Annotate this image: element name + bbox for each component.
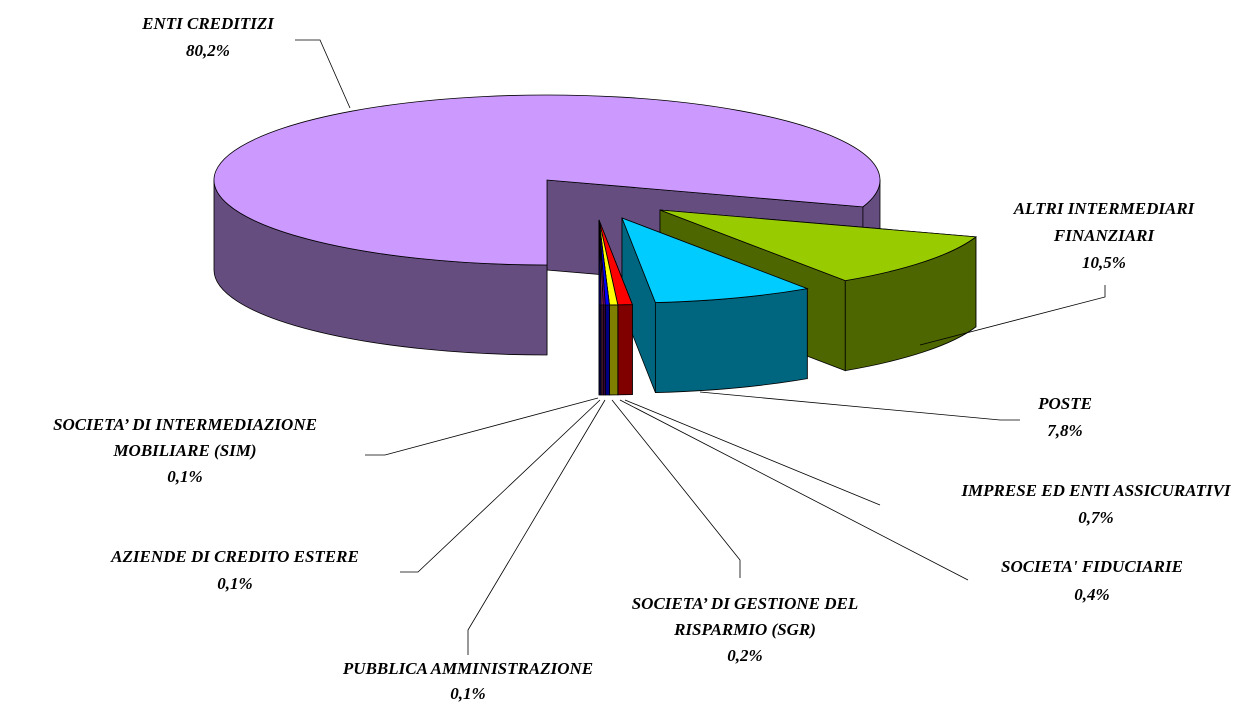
percent-label: 7,8% <box>1047 421 1082 440</box>
label-line: SOCIETA' FIDUCIARIE <box>1001 557 1183 576</box>
slice-label: IMPRESE ED ENTI ASSICURATIVI <box>960 481 1231 500</box>
slice-top <box>621 217 809 303</box>
leader-line <box>699 391 1020 421</box>
slice-wall <box>604 304 610 396</box>
slice-top <box>659 209 977 282</box>
label-line: ALTRI INTERMEDIARI <box>1013 199 1196 218</box>
slice-label: SOCIETA’ DI INTERMEDIAZIONE MOBILIARE (SI… <box>53 415 317 460</box>
percent-label: 0,1% <box>167 467 202 486</box>
slice-label: ENTI CREDITIZI <box>141 14 275 33</box>
label-line: SOCIETA’ DI GESTIONE DEL <box>632 594 859 613</box>
leader-line <box>400 399 601 573</box>
slice-label: PUBBLICA AMMINISTRAZIONE <box>342 659 593 678</box>
label-line: SOCIETA’ DI INTERMEDIAZIONE <box>53 415 317 434</box>
leader-line <box>619 399 969 581</box>
slice-top <box>598 219 602 306</box>
leader-line <box>295 39 351 109</box>
label-line: POSTE <box>1037 394 1092 413</box>
slice-label: SOCIETA' FIDUCIARIE <box>1001 557 1183 576</box>
label-line: IMPRESE ED ENTI ASSICURATIVI <box>960 481 1231 500</box>
label-line: FINANZIARI <box>1053 226 1156 245</box>
leader-line <box>611 399 741 578</box>
percent-label: 0,1% <box>450 684 485 703</box>
label-line: ENTI CREDITIZI <box>141 14 275 33</box>
label-line: MOBILIARE (SIM) <box>112 441 256 460</box>
slice-top <box>213 94 881 266</box>
slice-wall <box>617 304 633 396</box>
percent-label: 0,4% <box>1074 585 1109 604</box>
label-line: RISPARMIO (SGR) <box>673 620 816 639</box>
leader-line <box>365 397 599 456</box>
percent-label: 80,2% <box>186 41 230 60</box>
leader-line <box>467 399 606 655</box>
percent-label: 0,2% <box>727 646 762 665</box>
slice-wall <box>654 288 808 393</box>
slice-label: AZIENDE DI CREDITO ESTERE <box>110 547 359 566</box>
slice-label: SOCIETA’ DI GESTIONE DEL RISPARMIO (SGR) <box>632 594 859 639</box>
label-line: AZIENDE DI CREDITO ESTERE <box>110 547 359 566</box>
percent-label: 0,1% <box>217 574 252 593</box>
leader-line <box>919 285 1106 346</box>
percent-label: 0,7% <box>1078 508 1113 527</box>
slice-label: ALTRI INTERMEDIARI FINANZIARI <box>1013 199 1196 245</box>
label-line: PUBBLICA AMMINISTRAZIONE <box>342 659 593 678</box>
slice-wall <box>609 304 619 396</box>
slice-label: POSTE <box>1037 394 1092 413</box>
leader-line <box>624 399 881 506</box>
percent-label: 10,5% <box>1082 253 1126 272</box>
slice-wall <box>598 304 602 396</box>
